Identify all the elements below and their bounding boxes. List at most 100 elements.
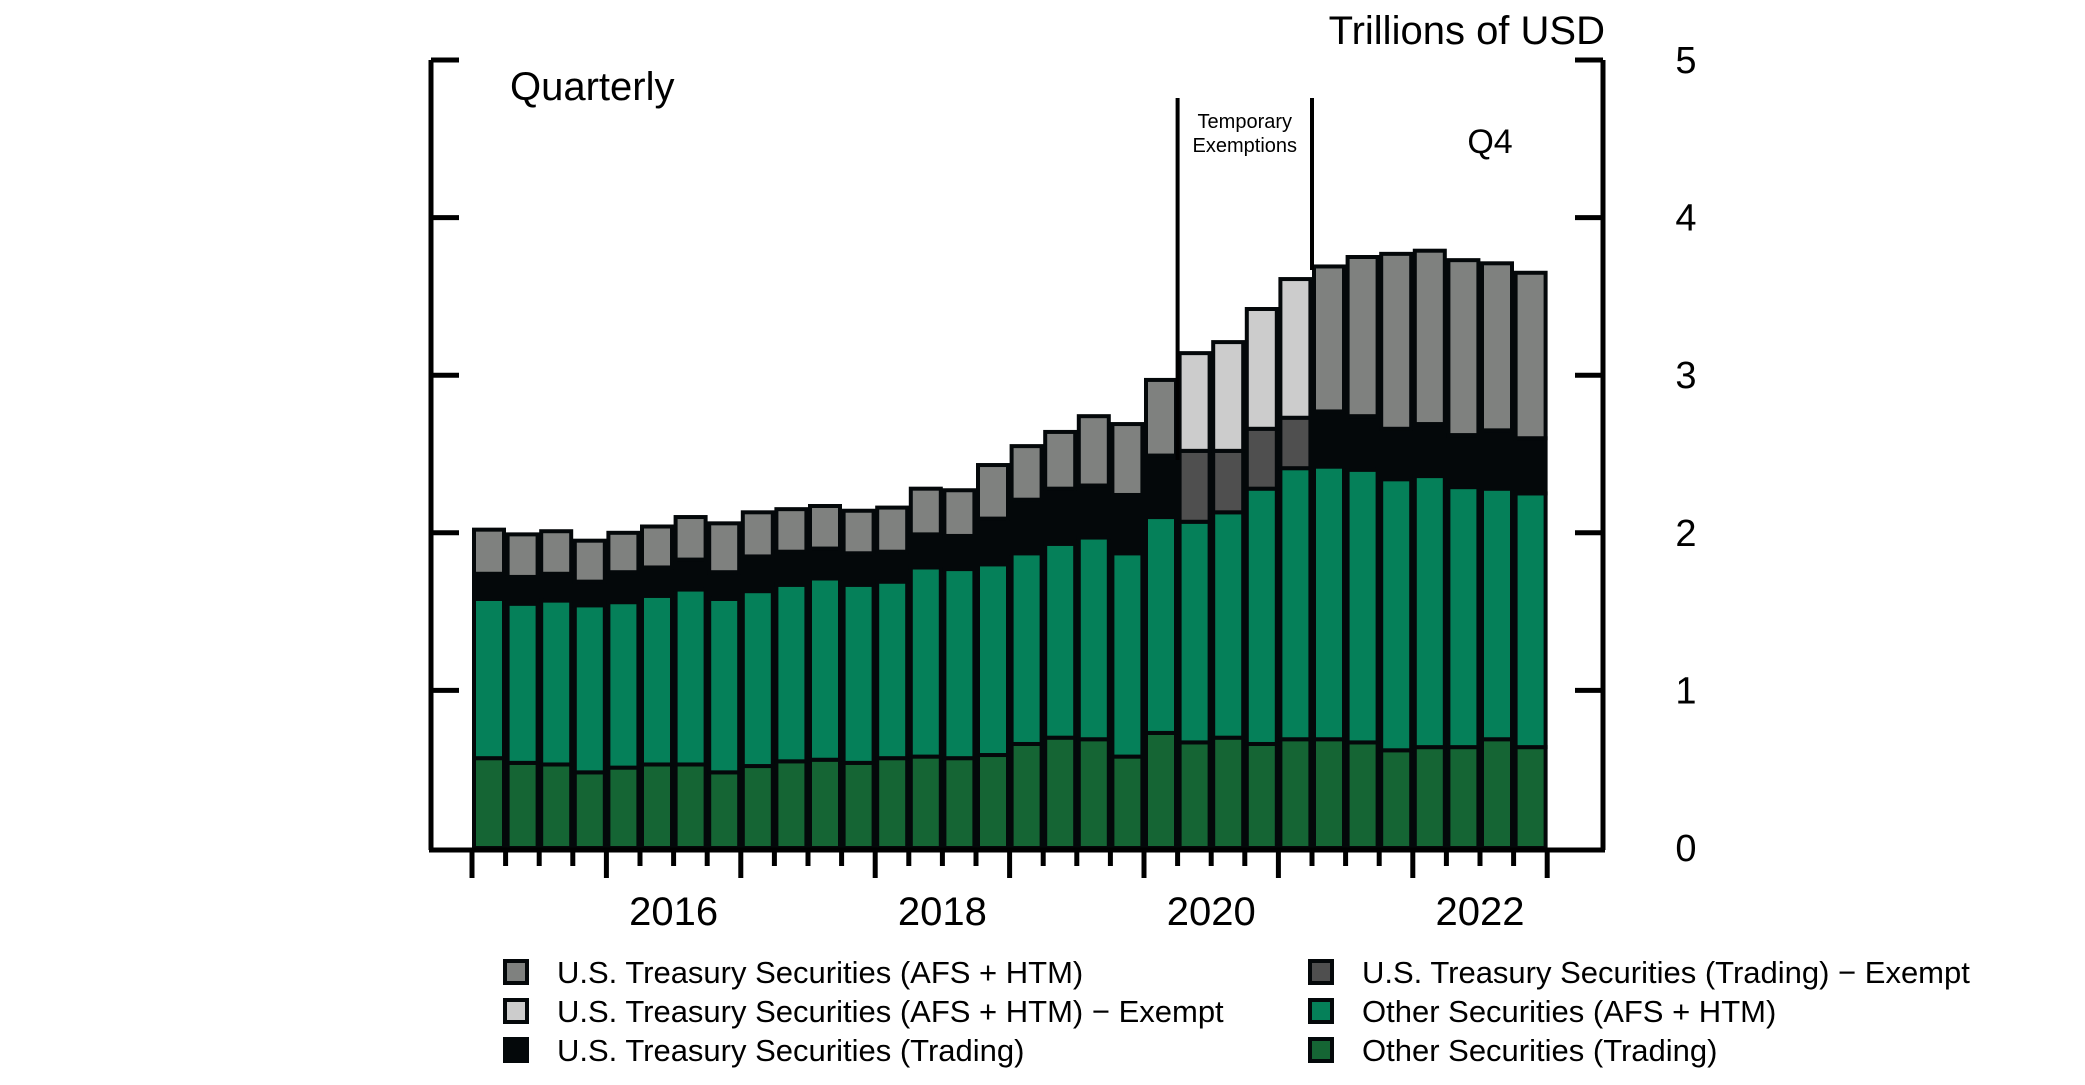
bar-segment xyxy=(1345,467,1380,745)
bar-segment xyxy=(606,530,641,575)
bar-segment xyxy=(1446,485,1481,750)
y-tick-label: 4 xyxy=(1675,198,1696,240)
bar-segment xyxy=(942,756,977,851)
bar-segment xyxy=(1110,422,1145,497)
x-tick-label: 2018 xyxy=(898,890,987,934)
bar-segment xyxy=(1110,492,1145,556)
bar-segment xyxy=(673,587,708,767)
y-axis-title: Trillions of USD xyxy=(1329,9,1605,53)
bar-segment xyxy=(1009,741,1044,851)
bar-segment xyxy=(808,504,842,551)
legend-swatch xyxy=(1308,998,1334,1024)
bar-segment xyxy=(1480,261,1514,433)
legend-label: U.S. Treasury Securities (AFS + HTM) − E… xyxy=(557,994,1224,1029)
bar-segment xyxy=(1379,748,1414,851)
bar-segment xyxy=(707,521,742,575)
bar-segment xyxy=(1312,409,1346,469)
bar-segment xyxy=(1076,535,1111,742)
bar-segment xyxy=(472,527,506,576)
axes-group xyxy=(428,60,1606,853)
bar-segment xyxy=(808,757,842,851)
bar-segment xyxy=(572,603,607,775)
legend: U.S. Treasury Securities (AFS + HTM) U.S.… xyxy=(503,955,1970,1068)
bar-segment xyxy=(1345,740,1380,851)
bar-segment xyxy=(1513,745,1548,850)
bar-segment xyxy=(1211,735,1246,850)
bar-segment xyxy=(1110,754,1145,850)
legend-label: Other Securities (Trading) xyxy=(1362,1033,1717,1068)
bars-group xyxy=(472,248,1548,851)
bar-segment xyxy=(1144,515,1178,735)
bar-segment xyxy=(1177,351,1212,453)
bar-segment xyxy=(1043,429,1078,491)
annotations-group: Temporary Exemptions Q4 Quarterly Trilli… xyxy=(510,9,1605,460)
legend-swatch xyxy=(1308,959,1334,985)
bar-segment xyxy=(1009,497,1044,556)
y-tick-label: 1 xyxy=(1675,670,1696,712)
bar-segment xyxy=(1412,422,1447,479)
bar-segment xyxy=(1076,483,1111,540)
bar-segment xyxy=(1446,745,1481,850)
bar-segment xyxy=(740,554,775,594)
bar-segment xyxy=(1513,436,1548,496)
bar-segment xyxy=(774,507,809,554)
bar-segment xyxy=(841,551,876,587)
bar-segment xyxy=(539,598,574,767)
bar-segment xyxy=(1009,551,1044,746)
bar-segment xyxy=(472,756,506,851)
bar-segment xyxy=(640,524,674,570)
bar-segment xyxy=(1312,264,1346,414)
bar-segment xyxy=(572,579,607,608)
bar-segment xyxy=(875,756,910,851)
bar-segment xyxy=(1278,737,1313,850)
bar-segment xyxy=(572,538,607,584)
legend-swatch xyxy=(503,959,529,985)
bar-segment xyxy=(707,570,742,601)
bar-segment xyxy=(707,770,742,850)
bar-segment xyxy=(976,463,1010,521)
bar-segment xyxy=(1278,277,1313,420)
bar-segment xyxy=(740,764,775,850)
y-tick-label: 3 xyxy=(1675,355,1696,397)
bar-segment xyxy=(505,574,540,606)
bar-segment xyxy=(740,510,775,559)
bar-segment xyxy=(908,565,943,759)
bar-segment xyxy=(976,516,1010,567)
bar-segment xyxy=(875,579,910,761)
bar-segment xyxy=(1043,486,1078,546)
bar-segment xyxy=(640,762,674,850)
bar-segment xyxy=(640,593,674,767)
frequency-label: Quarterly xyxy=(510,65,675,109)
bar-segment xyxy=(1513,270,1548,441)
bar-segment xyxy=(1446,433,1481,490)
bar-segment xyxy=(1211,340,1246,453)
bar-segment xyxy=(808,576,842,762)
bar-segment xyxy=(472,596,506,761)
bar-segment xyxy=(1345,255,1380,419)
bar-segment xyxy=(673,557,708,592)
bar-segment xyxy=(841,760,876,850)
bar-segment xyxy=(472,571,506,601)
x-tick-label: 2022 xyxy=(1436,890,1525,934)
legend-swatch xyxy=(503,998,529,1024)
y-tick-label: 5 xyxy=(1675,40,1696,82)
bar-segment xyxy=(505,760,540,850)
bar-segment xyxy=(1412,474,1447,750)
legend-label: U.S. Treasury Securities (AFS + HTM) xyxy=(557,955,1083,990)
bar-segment xyxy=(1076,737,1111,850)
x-ticks-group: 2016 2018 2020 2022 xyxy=(469,850,1550,934)
bar-segment xyxy=(1412,248,1447,427)
legend-label: Other Securities (AFS + HTM) xyxy=(1362,994,1776,1029)
bar-segment xyxy=(1009,444,1044,502)
bar-segment xyxy=(1244,426,1279,491)
bar-segment xyxy=(673,515,708,562)
y-tick-label: 2 xyxy=(1675,513,1696,555)
bar-segment xyxy=(740,589,775,769)
bar-segment xyxy=(1446,258,1481,438)
x-tick-label: 2016 xyxy=(629,890,718,934)
bar-segment xyxy=(841,582,876,765)
bar-segment xyxy=(1244,307,1279,431)
bar-segment xyxy=(1513,491,1548,750)
bar-segment xyxy=(707,596,742,775)
